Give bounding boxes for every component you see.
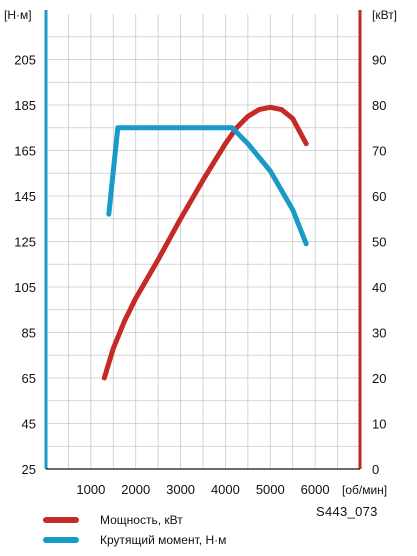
- right-tick-label: 20: [372, 371, 386, 386]
- left-axis-ticks: 25 45 65 85 105 125 145 165 185 205: [14, 53, 36, 478]
- right-tick-label: 30: [372, 326, 386, 341]
- legend-label-torque: Крутящий момент, Н·м: [100, 533, 226, 547]
- right-tick-label: 90: [372, 53, 386, 68]
- x-axis-ticks: 1000 2000 3000 4000 5000 6000: [76, 482, 329, 497]
- reference-code: S443_073: [316, 504, 378, 519]
- left-tick-label: 105: [14, 280, 36, 295]
- x-axis-unit: [об/мин]: [342, 483, 387, 497]
- right-axis-ticks: 0 10 20 30 40 50 60 70 80 90: [372, 53, 386, 478]
- left-tick-label: 145: [14, 189, 36, 204]
- x-tick-label: 3000: [166, 482, 195, 497]
- power-curve: [101, 104, 309, 381]
- right-axis-unit: [кВт]: [372, 8, 397, 22]
- left-tick-label: 125: [14, 235, 36, 250]
- left-tick-label: 165: [14, 144, 36, 159]
- right-tick-label: 70: [372, 144, 386, 159]
- x-tick-label: 6000: [301, 482, 330, 497]
- left-tick-label: 185: [14, 98, 36, 113]
- left-tick-label: 45: [22, 417, 36, 432]
- left-tick-label: 65: [22, 371, 36, 386]
- x-tick-label: 5000: [256, 482, 285, 497]
- series-lines: [101, 104, 309, 381]
- x-tick-label: 4000: [211, 482, 240, 497]
- right-tick-label: 50: [372, 235, 386, 250]
- left-axis-unit: [Н·м]: [4, 8, 32, 22]
- right-tick-label: 60: [372, 189, 386, 204]
- right-tick-label: 10: [372, 417, 386, 432]
- x-tick-label: 1000: [76, 482, 105, 497]
- left-tick-label: 25: [22, 462, 36, 477]
- grid: [46, 14, 360, 469]
- right-tick-label: 0: [372, 462, 379, 477]
- left-tick-label: 85: [22, 326, 36, 341]
- axes: [44, 10, 362, 470]
- x-tick-label: 2000: [121, 482, 150, 497]
- left-tick-label: 205: [14, 53, 36, 68]
- torque-curve: [106, 125, 309, 247]
- legend-label-power: Мощность, кВт: [100, 513, 183, 527]
- right-tick-label: 80: [372, 98, 386, 113]
- right-tick-label: 40: [372, 280, 386, 295]
- legend: Мощность, кВт Крутящий момент, Н·м: [43, 513, 226, 547]
